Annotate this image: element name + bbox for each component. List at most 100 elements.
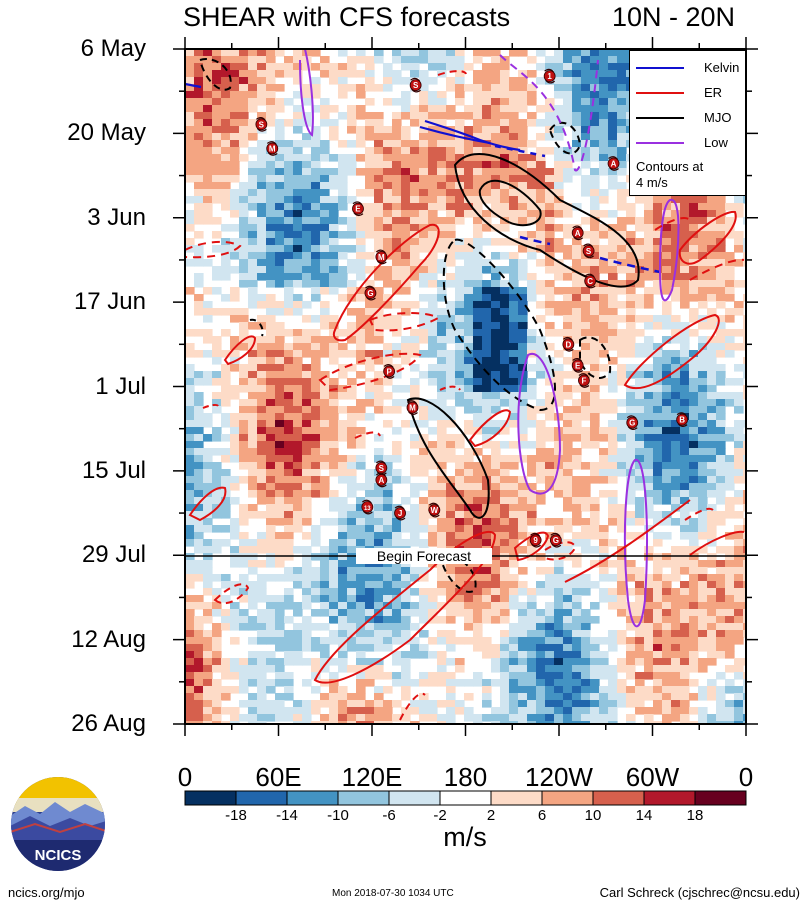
- field-cell: [608, 644, 618, 652]
- er-contour: [313, 530, 497, 684]
- field-cell: [248, 182, 258, 190]
- field-cell: [734, 686, 744, 694]
- field-cell: [698, 357, 708, 365]
- field-cell: [617, 315, 627, 323]
- field-cell: [581, 266, 591, 274]
- field-cell: [662, 490, 672, 498]
- field-cell: [509, 539, 519, 547]
- field-cell: [572, 637, 582, 645]
- field-cell: [554, 189, 564, 197]
- field-cell: [581, 462, 591, 470]
- field-cell: [563, 105, 573, 113]
- field-cell: [599, 231, 609, 239]
- field-cell: [509, 560, 519, 568]
- field-cell: [437, 133, 447, 141]
- field-cell: [725, 343, 735, 351]
- field-cell: [455, 539, 465, 547]
- field-cell: [446, 420, 456, 428]
- field-cell: [401, 539, 411, 547]
- field-cell: [626, 427, 636, 435]
- field-cell: [491, 406, 501, 414]
- field-cell: [473, 623, 483, 631]
- field-cell: [446, 84, 456, 92]
- field-cell: [374, 336, 384, 344]
- field-cell: [302, 301, 312, 309]
- field-cell: [599, 112, 609, 120]
- field-cell: [626, 616, 636, 624]
- field-cell: [464, 112, 474, 120]
- field-cell: [626, 497, 636, 505]
- field-cell: [338, 49, 348, 57]
- field-cell: [311, 273, 321, 281]
- field-cell: [725, 252, 735, 260]
- field-cell: [455, 357, 465, 365]
- field-cell: [473, 315, 483, 323]
- low-contour: [517, 352, 562, 495]
- field-cell: [185, 49, 195, 57]
- field-cell: [437, 476, 447, 484]
- field-cell: [446, 308, 456, 316]
- field-cell: [221, 77, 231, 85]
- field-cell: [284, 574, 294, 582]
- field-cell: [518, 413, 528, 421]
- field-cell: [698, 574, 708, 582]
- storm-swirl: [583, 243, 594, 259]
- field-cell: [437, 469, 447, 477]
- field-cell: [491, 483, 501, 491]
- field-cell: [698, 259, 708, 267]
- field-cell: [365, 637, 375, 645]
- field-cell: [455, 637, 465, 645]
- field-cell: [437, 350, 447, 358]
- field-cell: [437, 581, 447, 589]
- field-cell: [194, 483, 204, 491]
- field-cell: [203, 175, 213, 183]
- field-cell: [284, 140, 294, 148]
- field-cell: [185, 707, 195, 715]
- field-cell: [743, 546, 746, 554]
- field-cell: [545, 308, 555, 316]
- field-cell: [482, 70, 492, 78]
- field-cell: [392, 119, 402, 127]
- field-cell: [626, 672, 636, 680]
- field-cell: [455, 343, 465, 351]
- field-cell: [743, 525, 746, 533]
- field-cell: [689, 616, 699, 624]
- field-cell: [320, 483, 330, 491]
- field-cell: [302, 700, 312, 708]
- field-cell: [284, 490, 294, 498]
- field-cell: [680, 546, 690, 554]
- field-cell: [500, 427, 510, 435]
- field-cell: [563, 273, 573, 281]
- field-cell: [536, 63, 546, 71]
- field-cell: [455, 588, 465, 596]
- field-cell: [635, 609, 645, 617]
- field-cell: [617, 427, 627, 435]
- field-cell: [293, 210, 303, 218]
- field-cell: [383, 217, 393, 225]
- field-cell: [392, 259, 402, 267]
- field-cell: [446, 525, 456, 533]
- field-cell: [554, 518, 564, 526]
- field-cell: [698, 588, 708, 596]
- field-cell: [725, 665, 735, 673]
- field-cell: [491, 679, 501, 687]
- field-cell: [392, 70, 402, 78]
- field-cell: [473, 392, 483, 400]
- field-cell: [347, 623, 357, 631]
- field-cell: [662, 672, 672, 680]
- field-cell: [644, 476, 654, 484]
- field-cell: [680, 252, 690, 260]
- field-cell: [716, 322, 726, 330]
- field-cell: [419, 140, 429, 148]
- field-cell: [518, 588, 528, 596]
- field-cell: [482, 294, 492, 302]
- field-cell: [473, 672, 483, 680]
- field-cell: [347, 469, 357, 477]
- field-cell: [185, 168, 195, 176]
- field-cell: [572, 56, 582, 64]
- field-cell: [725, 462, 735, 470]
- field-cell: [365, 567, 375, 575]
- field-cell: [545, 469, 555, 477]
- field-cell: [743, 238, 746, 246]
- field-cell: [230, 287, 240, 295]
